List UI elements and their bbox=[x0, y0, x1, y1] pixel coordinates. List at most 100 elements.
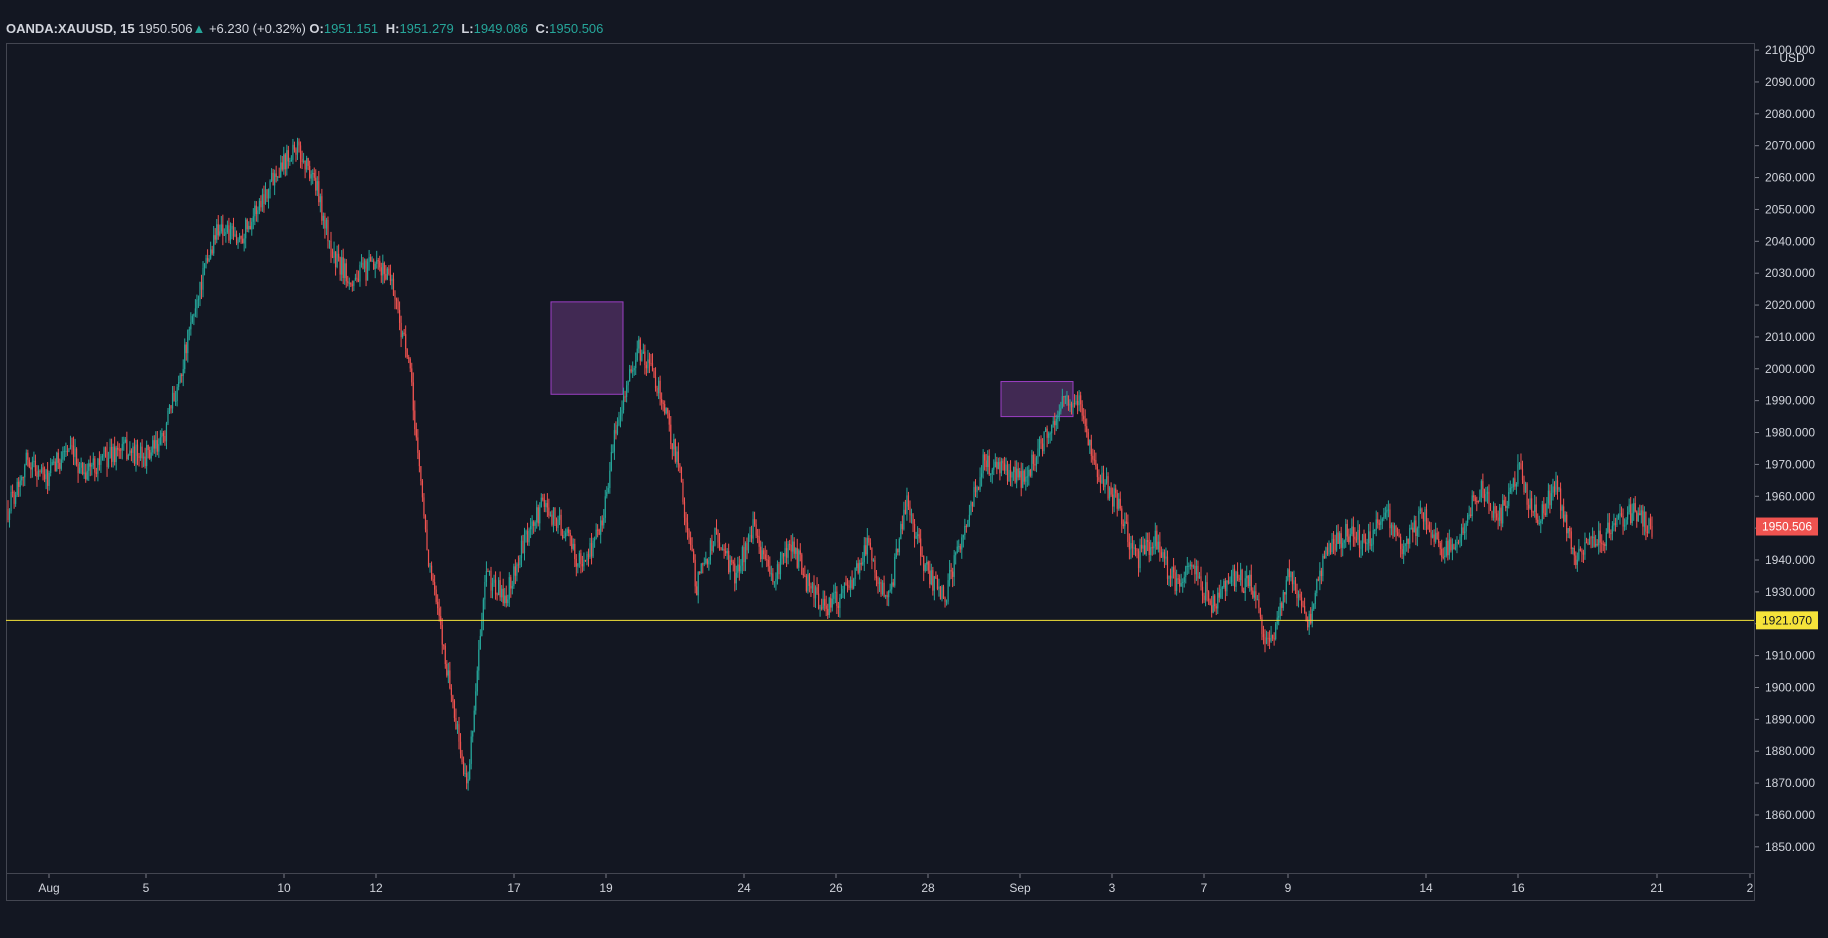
candle-body bbox=[179, 374, 181, 383]
candle-body bbox=[1284, 592, 1286, 595]
y-tick-label: 2020.000 bbox=[1765, 298, 1815, 312]
candle-body bbox=[918, 534, 920, 539]
candle-body bbox=[604, 496, 606, 518]
candle-body bbox=[517, 564, 520, 566]
symbol-label[interactable]: OANDA:XAUUSD, 15 bbox=[6, 21, 135, 36]
candle-body bbox=[22, 477, 24, 479]
candle-body bbox=[773, 581, 775, 583]
candle-body bbox=[1028, 469, 1030, 477]
candle-body bbox=[426, 529, 428, 550]
candle-body bbox=[496, 594, 498, 596]
candle-body bbox=[159, 437, 161, 445]
candle-body bbox=[394, 295, 396, 300]
candle-body bbox=[874, 560, 876, 573]
price-axis[interactable]: 1850.000 1860.000 1870.000 1880.000 1890.000… bbox=[1755, 43, 1815, 854]
candle-body bbox=[1172, 567, 1175, 573]
candle-body bbox=[540, 497, 542, 508]
candle-body bbox=[100, 456, 102, 465]
candle-body bbox=[472, 731, 474, 737]
candle-body bbox=[1023, 470, 1025, 482]
candle-body bbox=[243, 238, 245, 244]
candle-body bbox=[478, 649, 480, 671]
candle-body bbox=[136, 444, 139, 456]
candle-body bbox=[1063, 396, 1065, 398]
candle-body bbox=[144, 456, 146, 467]
candle-body bbox=[48, 472, 50, 486]
candle-body bbox=[21, 477, 23, 481]
candle-body bbox=[595, 529, 597, 540]
time-axis[interactable]: Aug 5 10 12 17 19 24 26 28 Sep 3 7 9 14 16 21 2 bbox=[38, 874, 1754, 895]
candle-body bbox=[1428, 529, 1431, 533]
candle-body bbox=[1014, 466, 1016, 483]
candle-body bbox=[1278, 615, 1280, 618]
candle-body bbox=[452, 695, 454, 701]
candle-body bbox=[462, 761, 465, 774]
candle-body bbox=[1514, 478, 1516, 487]
candle-body bbox=[1098, 477, 1100, 481]
candle-body bbox=[933, 576, 935, 591]
candle-body bbox=[1265, 637, 1268, 644]
highlight-box[interactable] bbox=[550, 301, 624, 395]
candle-body bbox=[45, 469, 47, 480]
candle-body bbox=[275, 173, 277, 177]
candle-body bbox=[1508, 492, 1510, 506]
candle-body bbox=[211, 249, 213, 254]
candle-body bbox=[15, 495, 17, 504]
candle-body bbox=[1067, 395, 1070, 406]
candle-body bbox=[245, 219, 247, 239]
candle-body bbox=[1232, 568, 1234, 576]
candle-body bbox=[836, 591, 838, 606]
candle-body bbox=[609, 470, 611, 489]
x-tick-label: 16 bbox=[1511, 881, 1525, 895]
candle-body bbox=[242, 238, 244, 244]
candle-body bbox=[785, 548, 788, 558]
candle-body bbox=[39, 470, 41, 473]
candle-body bbox=[261, 194, 264, 208]
candle-body bbox=[77, 464, 79, 473]
candle-body bbox=[1183, 576, 1185, 582]
candle-body bbox=[1573, 548, 1575, 556]
candle-body bbox=[68, 449, 70, 453]
candle-body bbox=[237, 239, 239, 244]
candle-body bbox=[331, 256, 334, 258]
candle-body bbox=[728, 551, 730, 573]
candle-body bbox=[1076, 401, 1079, 406]
candle-body bbox=[543, 499, 545, 507]
candle-body bbox=[822, 599, 824, 609]
y-tick-label: 1900.000 bbox=[1765, 680, 1815, 694]
candle-body bbox=[970, 502, 972, 515]
candle-body bbox=[1320, 570, 1322, 577]
candle-body bbox=[111, 446, 113, 462]
x-tick-label: 19 bbox=[599, 881, 613, 895]
candle-body bbox=[1253, 591, 1255, 598]
candle-body bbox=[667, 408, 669, 414]
y-tick-label: 2080.000 bbox=[1765, 107, 1815, 121]
candle-body bbox=[1627, 512, 1629, 520]
candle-body bbox=[1243, 591, 1245, 593]
candle-body bbox=[1118, 498, 1120, 509]
candle-body bbox=[1003, 463, 1006, 471]
candle-body bbox=[1162, 552, 1164, 558]
candle-body bbox=[1346, 524, 1348, 537]
candle-body bbox=[638, 339, 640, 349]
candle-body bbox=[1134, 547, 1137, 550]
candle-body bbox=[194, 308, 197, 314]
candle-body bbox=[772, 573, 774, 582]
candle-body bbox=[1069, 403, 1071, 406]
candle-body bbox=[1031, 454, 1033, 476]
candle-body bbox=[804, 575, 806, 577]
candle-body bbox=[1467, 515, 1469, 523]
candle-body bbox=[1115, 488, 1117, 494]
candle-body bbox=[656, 387, 658, 394]
candle-body bbox=[324, 215, 326, 229]
candle-body bbox=[929, 570, 931, 585]
candle-body bbox=[1433, 534, 1435, 542]
candle-body bbox=[731, 560, 733, 562]
candle-body bbox=[662, 402, 664, 405]
candle-body bbox=[1191, 564, 1193, 567]
candle-body bbox=[336, 253, 338, 268]
candle-body bbox=[1246, 575, 1248, 579]
candle-body bbox=[613, 430, 616, 452]
candle-body bbox=[1448, 539, 1450, 556]
